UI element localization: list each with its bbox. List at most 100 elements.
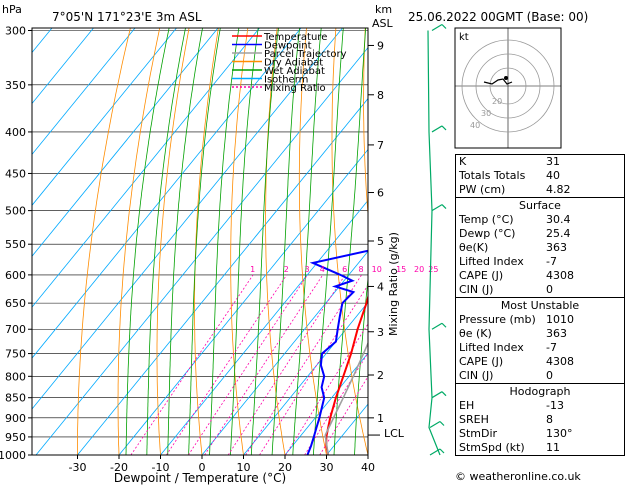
km-tick-label: 3 (377, 326, 384, 339)
mixing-ratio-line (227, 274, 346, 455)
most-unstable-row: Pressure (mb) 1010 (456, 313, 624, 327)
dry-adiabat-line (331, 28, 368, 455)
index-row: PW (cm) 4.82 (456, 183, 624, 197)
dry-adiabat-line (363, 28, 368, 219)
mixing-ratio-label: 6 (342, 265, 347, 274)
temperature-tick-label: 0 (199, 461, 206, 474)
km-tick-label: 6 (377, 187, 384, 200)
surface-row: CAPE (J) 4308 (456, 269, 624, 283)
km-label: km (375, 3, 392, 16)
hodograph-label: EH (459, 399, 475, 412)
wet-adiabat-line (292, 28, 322, 455)
pressure-tick-label: 900 (5, 412, 26, 425)
dry-adiabat-line (194, 28, 219, 455)
most-unstable-label: Lifted Index (459, 341, 524, 354)
x-axis-label: Dewpoint / Temperature (°C) (114, 471, 286, 485)
wind-barb (431, 322, 443, 330)
mixing-ratio-label: 1 (250, 265, 255, 274)
surface-value: -7 (546, 255, 557, 268)
legend-label: Wet Adiabat (264, 66, 325, 77)
dry-adiabat-line (77, 28, 131, 455)
index-label: K (459, 155, 467, 168)
surface-row: CIN (J) 0 (456, 283, 624, 297)
pressure-tick-label: 350 (5, 79, 26, 92)
surface-label: Lifted Index (459, 255, 524, 268)
legend-label: Dry Adiabat (264, 58, 323, 69)
pressure-tick-label: 550 (5, 238, 26, 251)
most-unstable-title: Most Unstable (500, 299, 580, 312)
km-tick-label: 1 (377, 412, 384, 425)
plot-frame (31, 27, 369, 456)
hodograph-row: StmDir 130° (456, 427, 624, 441)
hodograph-ring-label: 40 (470, 121, 480, 130)
surface-title: Surface (519, 199, 561, 212)
wind-barb-flag (441, 24, 447, 29)
legend-label: Dewpoint (264, 41, 312, 52)
mixing-ratio-label: 10 (372, 265, 382, 274)
location-title: 7°05'N 171°23'E 3m ASL (52, 10, 202, 24)
surface-value: 363 (546, 241, 567, 254)
mixing-ratio-label: 15 (396, 265, 406, 274)
hpa-label: hPa (2, 3, 22, 16)
isotherm-line (201, 250, 368, 455)
dry-adiabat-line (394, 0, 456, 472)
surface-row: Lifted Index -7 (456, 255, 624, 269)
wet-adiabat-line (229, 28, 259, 455)
hodograph-ring (489, 67, 527, 105)
isotherm-line (242, 301, 368, 455)
copyright: © weatheronline.co.uk (455, 470, 581, 483)
most-unstable-label: Pressure (mb) (459, 313, 536, 326)
wet-adiabat-line (146, 28, 186, 455)
most-unstable-box: Most Unstable Pressure (mb) 1010 θe (K) 363… (455, 297, 625, 384)
most-unstable-value: 0 (546, 369, 553, 382)
isotherm-line (32, 28, 302, 359)
wind-barb-flag (439, 448, 445, 454)
wet-adiabat-line (125, 28, 170, 455)
surface-value: 30.4 (546, 213, 571, 226)
index-row: Totals Totals 40 (456, 169, 624, 183)
wet-adiabat-line (250, 28, 279, 455)
hodograph-value: 130° (546, 427, 573, 440)
dry-adiabat-line (117, 28, 161, 455)
temperature-curve (325, 294, 368, 455)
km-tick-label: 2 (377, 369, 384, 382)
surface-label: Temp (°C) (459, 213, 514, 226)
wind-barb (431, 204, 443, 212)
indices-box: K 31 Totals Totals 40 PW (cm) 4.82 (455, 154, 625, 198)
hodograph-row: StmSpd (kt) 11 (456, 441, 624, 455)
wet-adiabat-line (188, 28, 221, 455)
hodograph-label: SREH (459, 413, 489, 426)
temperature-tick-label: 30 (320, 461, 334, 474)
dewpoint-curve (306, 247, 368, 455)
mixing-ratio-line (166, 274, 288, 455)
wind-barb-flag (441, 322, 447, 328)
hodograph-title: Hodograph (509, 385, 571, 398)
index-label: PW (cm) (459, 183, 506, 196)
parcel-trajectory-curve (324, 341, 368, 455)
mixing-ratio-line (259, 284, 368, 455)
km-tick-label: 7 (377, 139, 384, 152)
hodograph-value: 11 (546, 441, 560, 454)
hodograph-ring (475, 53, 541, 119)
most-unstable-row: CAPE (J) 4308 (456, 355, 624, 369)
wind-barb (431, 23, 443, 32)
hodograph-kt-label: kt (459, 32, 469, 43)
isotherm-line (32, 28, 178, 206)
isotherm-line (32, 28, 95, 105)
surface-value: 25.4 (546, 227, 571, 240)
pressure-tick-label: 850 (5, 392, 26, 405)
pressure-tick-label: 400 (5, 126, 26, 139)
pressure-tick-label: 700 (5, 323, 26, 336)
wind-barb-flag (439, 421, 445, 426)
mixing-ratio-line (130, 274, 254, 455)
temperature-tick-label: 10 (237, 461, 251, 474)
legend-label: Mixing Ratio (264, 83, 326, 94)
hodograph-value: 8 (546, 413, 553, 426)
legend-label: Parcel Trajectory (264, 49, 347, 60)
datetime: 25.06.2022 00GMT (Base: 00) (408, 10, 588, 24)
hodograph-trace (483, 78, 513, 85)
surface-label: CAPE (J) (459, 269, 504, 282)
mixing-ratio-label: 3 (305, 265, 310, 274)
index-row: K 31 (456, 155, 624, 169)
